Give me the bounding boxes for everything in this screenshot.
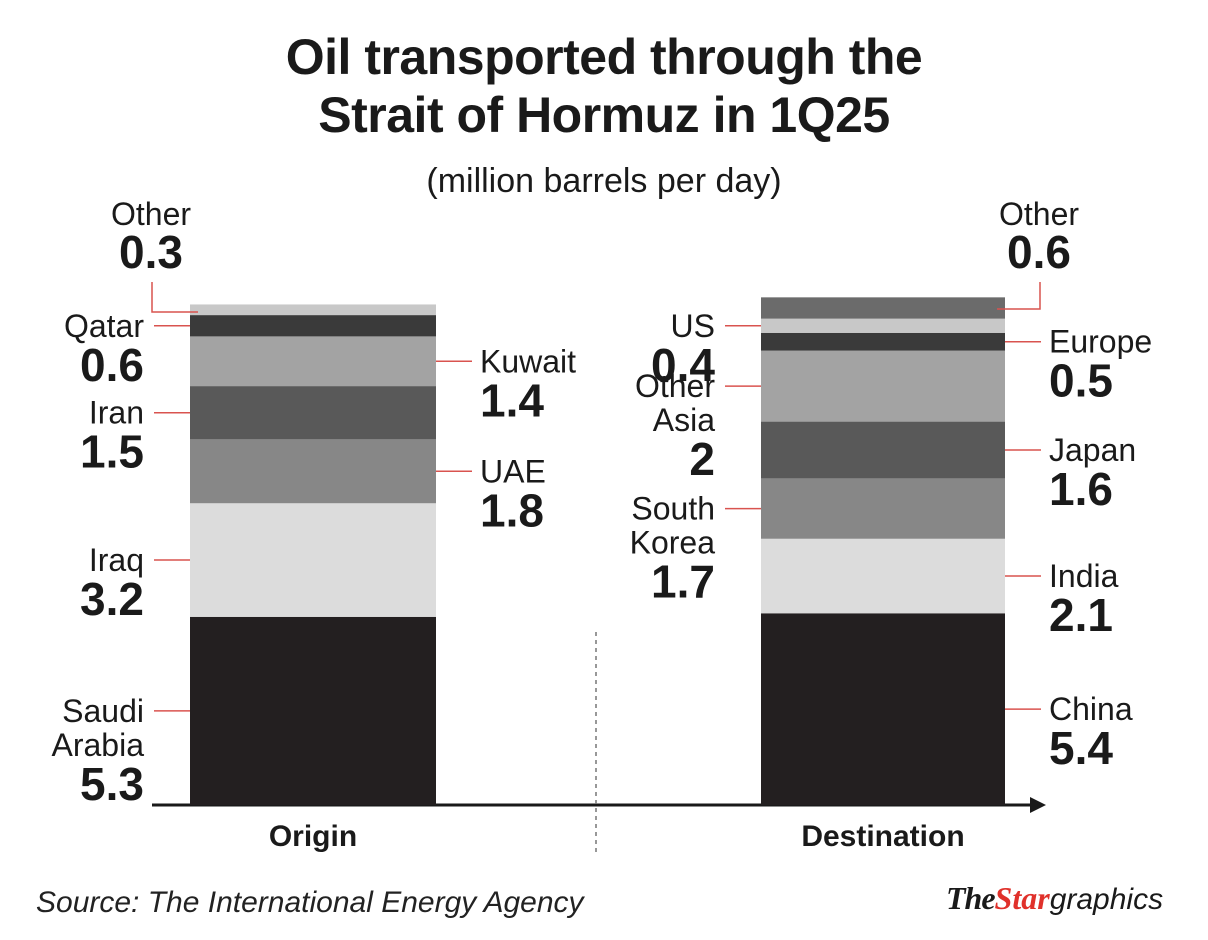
data-label-destination-japan: 1.6 [1049, 463, 1113, 515]
chart-title-line-1: Oil transported through the [285, 29, 923, 85]
bar-segment-origin-qatar [190, 315, 436, 337]
segment-label-origin-iraq: Iraq [89, 542, 144, 578]
data-label-destination-south-korea: 1.7 [651, 556, 715, 608]
category-label-origin: Origin [269, 820, 357, 853]
bar-segment-destination-japan [761, 421, 1005, 479]
data-label-destination-china: 5.4 [1049, 722, 1113, 774]
chart-title: Oil transported through the Strait of Ho… [0, 28, 1208, 144]
data-label-origin-saudi-arabia: 5.3 [80, 758, 144, 810]
data-label-destination-india: 2.1 [1049, 589, 1113, 641]
bar-segment-destination-china [761, 613, 1005, 805]
bar-segment-destination-india [761, 538, 1005, 614]
chart-subtitle: (million barrels per day) [426, 162, 782, 200]
bar-segment-destination-europe [761, 332, 1005, 351]
leader-line-origin-other [151, 282, 198, 313]
chart-title-line-2: Strait of Hormuz in 1Q25 [318, 87, 890, 143]
data-label-origin-kuwait: 1.4 [480, 374, 544, 426]
segment-label-destination-south-korea: South [631, 491, 715, 527]
x-axis-arrow [1030, 797, 1046, 813]
bar-segment-origin-other [190, 304, 436, 316]
data-label-origin-iraq: 3.2 [80, 573, 144, 625]
bar-segment-origin-iraq [190, 503, 436, 617]
bar-segment-destination-south-korea [761, 478, 1005, 539]
bar-segment-origin-kuwait [190, 336, 436, 387]
segment-label-destination-other-asia: Other [635, 368, 715, 404]
bar-segment-destination-other [761, 297, 1005, 319]
category-label-destination: Destination [801, 820, 964, 853]
segment-label-origin-saudi-arabia: Arabia [52, 727, 145, 763]
segment-label-destination-india: India [1049, 558, 1119, 594]
data-label-destination-europe: 0.5 [1049, 355, 1113, 407]
segment-label-origin-iran: Iran [89, 395, 144, 431]
brand-logo: TheStargraphics [946, 880, 1163, 917]
segment-label-origin-qatar: Qatar [64, 308, 144, 344]
bar-segment-origin-iran [190, 386, 436, 440]
segment-label-destination-china: China [1049, 691, 1133, 727]
data-label-origin-uae: 1.8 [480, 484, 544, 536]
data-label-origin-iran: 1.5 [80, 426, 144, 478]
brand-star: Star [994, 880, 1050, 916]
data-label-origin-other: 0.3 [119, 226, 183, 278]
source-note: Source: The International Energy Agency [36, 886, 584, 919]
bar-segment-origin-saudi-arabia [190, 616, 436, 805]
segment-label-destination-other: Other [999, 196, 1079, 232]
brand-the: The [946, 880, 996, 916]
segment-label-origin-other: Other [111, 196, 191, 232]
segment-label-origin-saudi-arabia: Saudi [62, 693, 144, 729]
bar-segment-origin-uae [190, 439, 436, 504]
segment-label-destination-europe: Europe [1049, 324, 1152, 360]
data-label-destination-us: 0.4 [651, 339, 715, 391]
leader-line-destination-other [997, 282, 1041, 310]
data-label-destination-other-asia: 2 [689, 433, 715, 485]
segment-label-destination-south-korea: Korea [630, 525, 716, 561]
segment-label-origin-uae: UAE [480, 453, 546, 489]
data-label-origin-qatar: 0.6 [80, 339, 144, 391]
segment-label-origin-kuwait: Kuwait [480, 343, 576, 379]
segment-label-destination-japan: Japan [1049, 432, 1136, 468]
segment-label-destination-us: US [671, 308, 715, 344]
segment-label-destination-other-asia: Asia [653, 402, 715, 438]
brand-graphics: graphics [1049, 883, 1164, 916]
bar-segment-destination-us [761, 318, 1005, 333]
data-label-destination-other: 0.6 [1007, 226, 1071, 278]
bar-segment-destination-other-asia [761, 350, 1005, 422]
